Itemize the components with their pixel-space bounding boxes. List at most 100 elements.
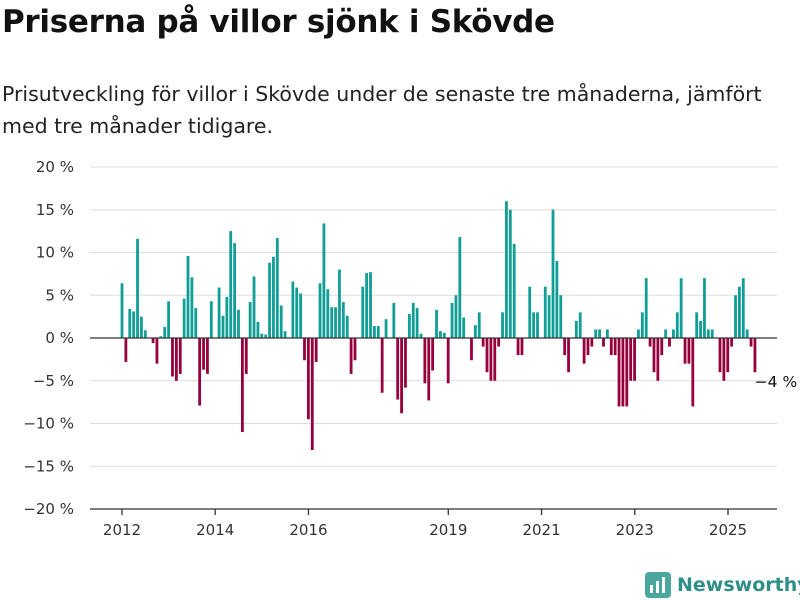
chart-bar [151, 338, 155, 344]
chart-bar [322, 223, 326, 338]
chart-bar [629, 338, 633, 381]
chart-bar [178, 338, 182, 374]
chart-bar [501, 312, 504, 338]
chart-bar [206, 338, 209, 374]
chart-bar [621, 338, 625, 407]
chart-bar [679, 278, 683, 338]
chart-bar [423, 338, 427, 384]
chart-bar [186, 255, 190, 338]
chart-bar [163, 326, 167, 338]
chart-bar [738, 286, 741, 338]
x-tick-label: 2023 [616, 521, 654, 539]
chart-bar [477, 312, 481, 338]
chart-bar [745, 329, 749, 338]
chart-bar [310, 338, 314, 450]
chart-bar [722, 338, 726, 381]
chart-bar [136, 238, 139, 338]
chart-bar [442, 332, 446, 338]
chart-bar [334, 307, 337, 338]
chart-bar [609, 338, 613, 356]
newsworthy-logo-text: Newsworthy [677, 574, 800, 596]
chart-bar [264, 334, 268, 338]
chart-bar [672, 329, 675, 338]
chart-bar [741, 278, 745, 338]
chart-bar [617, 338, 621, 407]
chart-bar [283, 331, 287, 338]
chart-bar [140, 316, 143, 339]
chart-bar [132, 311, 136, 338]
chart-bar [637, 329, 640, 338]
x-tick-label: 2025 [709, 521, 747, 539]
newsworthy-logo: Newsworthy [645, 570, 800, 600]
chart-bar [462, 317, 466, 338]
chart-bar [450, 302, 454, 338]
chart-bar [749, 338, 753, 347]
chart-bar [143, 330, 147, 338]
x-tick-label: 2012 [103, 521, 141, 539]
chart-bar [392, 302, 396, 338]
chart-bar [485, 338, 489, 373]
chart-axes [90, 337, 777, 515]
chart-bar [159, 336, 163, 338]
chart-bar [373, 326, 376, 338]
chart-bar [520, 338, 524, 356]
chart-bar [279, 305, 283, 338]
chart-bar [582, 338, 586, 364]
chart-bar [473, 325, 477, 338]
chart-bar [349, 338, 353, 374]
chart-bar [415, 308, 419, 338]
chart-bar [407, 314, 411, 338]
chart-bar [256, 321, 260, 338]
chart-bar [481, 338, 485, 347]
chart-bar [528, 286, 532, 338]
chart-bar [295, 287, 299, 338]
x-tick-label: 2014 [196, 521, 234, 539]
chart-bar [330, 307, 334, 338]
x-tick-label: 2019 [429, 521, 467, 539]
chart-bar [299, 293, 303, 338]
chart-bar [237, 309, 240, 338]
chart-bar [605, 329, 609, 338]
chart-bar [306, 338, 310, 420]
chart-bar [419, 333, 423, 338]
chart-bar [683, 338, 687, 364]
chart-bar [664, 329, 668, 338]
chart-bar [291, 281, 295, 338]
y-tick-label: −20 % [23, 500, 74, 518]
chart-bar [551, 209, 555, 338]
chart-bar [229, 231, 233, 339]
chart-bar [687, 338, 691, 364]
chart-bar [625, 338, 629, 407]
chart-bar [613, 338, 617, 356]
chart-bar [194, 308, 198, 338]
y-tick-label: 10 % [36, 244, 74, 262]
y-tick-label: 20 % [36, 158, 74, 176]
y-tick-label: 5 % [45, 286, 74, 304]
chart-bar [493, 338, 497, 381]
x-tick-label: 2021 [522, 521, 560, 539]
chart-bar [598, 329, 602, 338]
chart-bar [691, 338, 695, 407]
chart-bar [190, 277, 194, 338]
chart-bar [225, 296, 229, 338]
chart-bar [512, 243, 516, 338]
chart-bar [547, 295, 551, 338]
chart-bar [559, 295, 563, 338]
y-tick-label: −15 % [23, 457, 74, 475]
chart-bar [710, 329, 714, 338]
chart-bar [675, 312, 679, 338]
chart-bar [182, 298, 186, 338]
chart-bar [338, 269, 341, 338]
chart-bar [217, 287, 221, 338]
chart-bar [400, 338, 403, 414]
chart-bar [602, 338, 605, 347]
chart-bar [174, 338, 178, 381]
chart-bar [505, 201, 508, 338]
chart-bar [695, 312, 699, 338]
chart-tick-labels: 20 % 15 % 10 % 5 % 0 % −5 % −10 % −15 % −20 % 201… [23, 158, 797, 539]
chart-bar [508, 209, 512, 338]
chart-bar [706, 329, 710, 338]
chart-bar [326, 289, 330, 338]
chart-bar [376, 326, 380, 338]
chart-bar [586, 338, 590, 356]
